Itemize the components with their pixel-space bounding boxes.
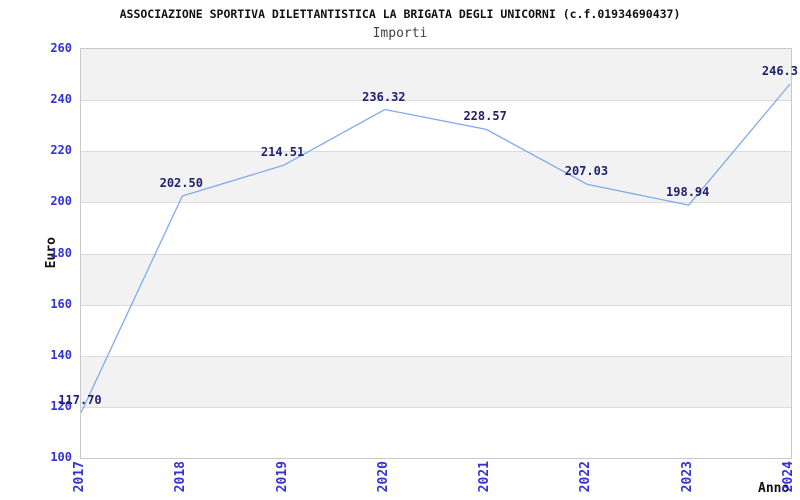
point-value-label: 207.03: [564, 164, 609, 179]
series-polyline: [81, 83, 791, 414]
y-tick-label: 240: [50, 92, 72, 107]
y-tick-label: 120: [50, 398, 72, 413]
y-tick-label: 180: [50, 245, 72, 260]
y-tick-label: 260: [50, 41, 72, 55]
point-value-label: 198.94: [666, 185, 710, 200]
chart-title: ASSOCIAZIONE SPORTIVA DILETTANTISTICA LA…: [119, 7, 681, 21]
y-tick-label: 200: [50, 194, 72, 209]
point-value-label: 228.57: [463, 109, 507, 124]
x-axis-title: Anno: [758, 481, 790, 496]
x-tick-label: 2023: [679, 461, 695, 493]
plot-band: [81, 100, 791, 152]
plot-band: [81, 253, 791, 305]
point-value-label: 246.3: [761, 64, 798, 79]
plot-band: [81, 355, 791, 407]
plot-band: [81, 151, 791, 203]
point-value-label: 202.50: [159, 175, 203, 190]
gridline: [81, 151, 791, 152]
x-tick-label: 2018: [173, 461, 189, 493]
point-value-label: 236.32: [362, 89, 406, 104]
x-tick-label: 2020: [375, 461, 391, 493]
point-value-label: 117.70: [58, 392, 102, 407]
y-tick-label: 160: [50, 296, 72, 311]
gridline: [81, 254, 791, 255]
gridline: [81, 305, 791, 306]
plot-band: [81, 202, 791, 254]
y-tick-label: 140: [50, 347, 72, 362]
x-tick-label: 2022: [578, 461, 594, 493]
gridline: [81, 202, 791, 203]
chart-subtitle: Importi: [372, 26, 428, 41]
plot-band: [81, 49, 791, 101]
gridline: [81, 100, 791, 101]
plot-band: [81, 406, 791, 458]
plot-band: [81, 304, 791, 356]
x-tick-label: 2021: [477, 461, 493, 493]
gridline: [81, 356, 791, 357]
gridline: [81, 407, 791, 408]
x-tick-label: 2024: [781, 461, 796, 493]
y-tick-label: 220: [50, 143, 72, 158]
x-tick-label: 2017: [72, 461, 87, 493]
line-series: [81, 83, 791, 414]
y-tick-label: 100: [50, 450, 72, 464]
x-tick-label: 2019: [274, 461, 290, 493]
point-value-label: 214.51: [260, 145, 305, 160]
plot-area: [80, 48, 792, 459]
